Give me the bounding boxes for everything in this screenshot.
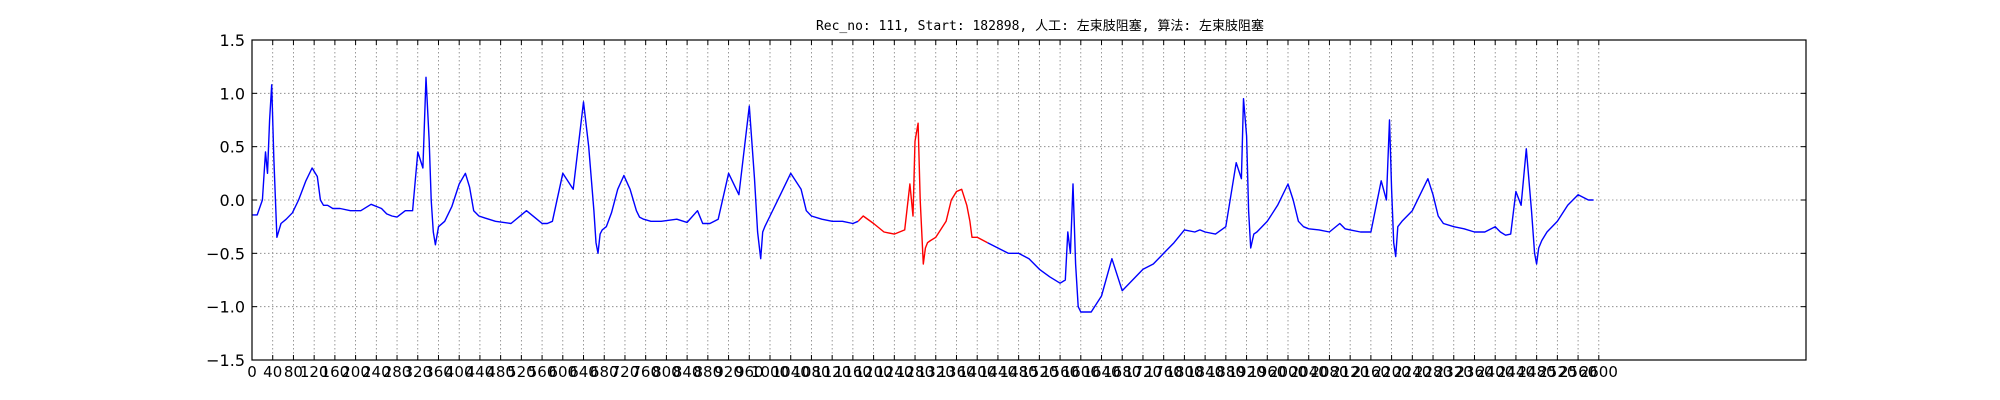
- x-axis: 0 40 8012016020024028032036040044048052056…: [247, 40, 1618, 381]
- x-tick-label: 2000: [1269, 363, 1307, 381]
- x-tick-label: 2200: [1373, 363, 1411, 381]
- x-tick-label: 360: [424, 363, 453, 381]
- x-tick-label: 400: [445, 363, 474, 381]
- x-tick-label: 1680: [1103, 363, 1141, 381]
- x-tick-label: 1600: [1062, 363, 1100, 381]
- x-tick-label: 840: [673, 363, 702, 381]
- highlighted-segment-line: [857, 122, 988, 265]
- x-tick-label: 1760: [1145, 363, 1183, 381]
- x-tick-label: 560: [528, 363, 557, 381]
- x-tick-label: 2600: [1580, 363, 1618, 381]
- x-tick-label: 2040: [1290, 363, 1328, 381]
- ecg-trace-line: [987, 97, 1594, 313]
- x-tick-label: 2560: [1559, 363, 1597, 381]
- x-tick-label: 2120: [1331, 363, 1369, 381]
- x-tick-label: 880: [694, 363, 723, 381]
- y-axis: 1.5 1.0 0.5 0.0 −0.5 −1.0 −1.5: [206, 31, 1806, 370]
- x-tick-label: 40: [263, 363, 282, 381]
- x-tick-label: 1080: [792, 363, 830, 381]
- x-tick-label: 1840: [1186, 363, 1224, 381]
- x-tick-label: 1320: [917, 363, 955, 381]
- x-tick-label: 480: [486, 363, 515, 381]
- x-tick-label: 1160: [834, 363, 872, 381]
- x-tick-label: 2360: [1455, 363, 1493, 381]
- x-tick-label: 1280: [896, 363, 934, 381]
- x-tick-label: 520: [507, 363, 536, 381]
- x-tick-label: 1560: [1041, 363, 1079, 381]
- x-tick-label: 2240: [1393, 363, 1431, 381]
- x-tick-label: 600: [548, 363, 577, 381]
- y-tick-label: 1.5: [220, 31, 245, 50]
- x-tick-label: 1880: [1207, 363, 1245, 381]
- x-tick-label: 280: [383, 363, 412, 381]
- x-tick-label: 1520: [1020, 363, 1058, 381]
- x-tick-label: 320: [403, 363, 432, 381]
- x-tick-label: 200: [341, 363, 370, 381]
- x-tick-label: 2280: [1414, 363, 1452, 381]
- x-tick-label: 1920: [1227, 363, 1265, 381]
- x-tick-label: 1240: [875, 363, 913, 381]
- x-tick-label: 2480: [1518, 363, 1556, 381]
- x-tick-label: 1440: [979, 363, 1017, 381]
- x-tick-label: 640: [569, 363, 598, 381]
- x-tick-label: 1800: [1165, 363, 1203, 381]
- x-tick-label: 920: [714, 363, 743, 381]
- y-tick-label: −0.5: [206, 244, 245, 263]
- x-tick-label: 440: [466, 363, 495, 381]
- y-tick-label: −1.0: [206, 298, 245, 317]
- x-tick-label: 120: [300, 363, 329, 381]
- x-tick-label: 1360: [937, 363, 975, 381]
- x-tick-label: 1400: [958, 363, 996, 381]
- x-tick-label: 2160: [1352, 363, 1390, 381]
- x-tick-label: 1720: [1124, 363, 1162, 381]
- x-tick-label: 1480: [1000, 363, 1038, 381]
- y-tick-label: 1.0: [220, 84, 245, 103]
- x-tick-label: 2440: [1497, 363, 1535, 381]
- x-tick-label: 2400: [1476, 363, 1514, 381]
- x-tick-label: 240: [362, 363, 391, 381]
- chart-title: Rec_no: 111, Start: 182898, 人工: 左束肢阻塞, 算…: [816, 18, 1264, 34]
- grid: [252, 40, 1806, 360]
- series-group: [252, 76, 1594, 313]
- x-tick-label: 1640: [1082, 363, 1120, 381]
- x-tick-label: 80: [284, 363, 303, 381]
- x-tick-label: 2520: [1538, 363, 1576, 381]
- x-tick-label: 680: [590, 363, 619, 381]
- x-tick-label: 0: [247, 363, 257, 381]
- x-tick-label: 1200: [855, 363, 893, 381]
- x-tick-label: 1960: [1248, 363, 1286, 381]
- x-tick-label: 160: [321, 363, 350, 381]
- x-tick-label: 2080: [1310, 363, 1348, 381]
- y-tick-label: −1.5: [206, 351, 245, 370]
- x-tick-label: 1120: [813, 363, 851, 381]
- x-tick-label: 800: [652, 363, 681, 381]
- y-tick-label: 0.5: [220, 138, 245, 157]
- ecg-trace-line: [252, 76, 859, 260]
- x-tick-label: 720: [611, 363, 640, 381]
- x-tick-label: 1040: [772, 363, 810, 381]
- x-tick-label: 760: [631, 363, 660, 381]
- y-tick-label: 0.0: [220, 191, 245, 210]
- x-tick-label: 1000: [751, 363, 789, 381]
- x-tick-label: 960: [735, 363, 764, 381]
- x-tick-label: 2320: [1435, 363, 1473, 381]
